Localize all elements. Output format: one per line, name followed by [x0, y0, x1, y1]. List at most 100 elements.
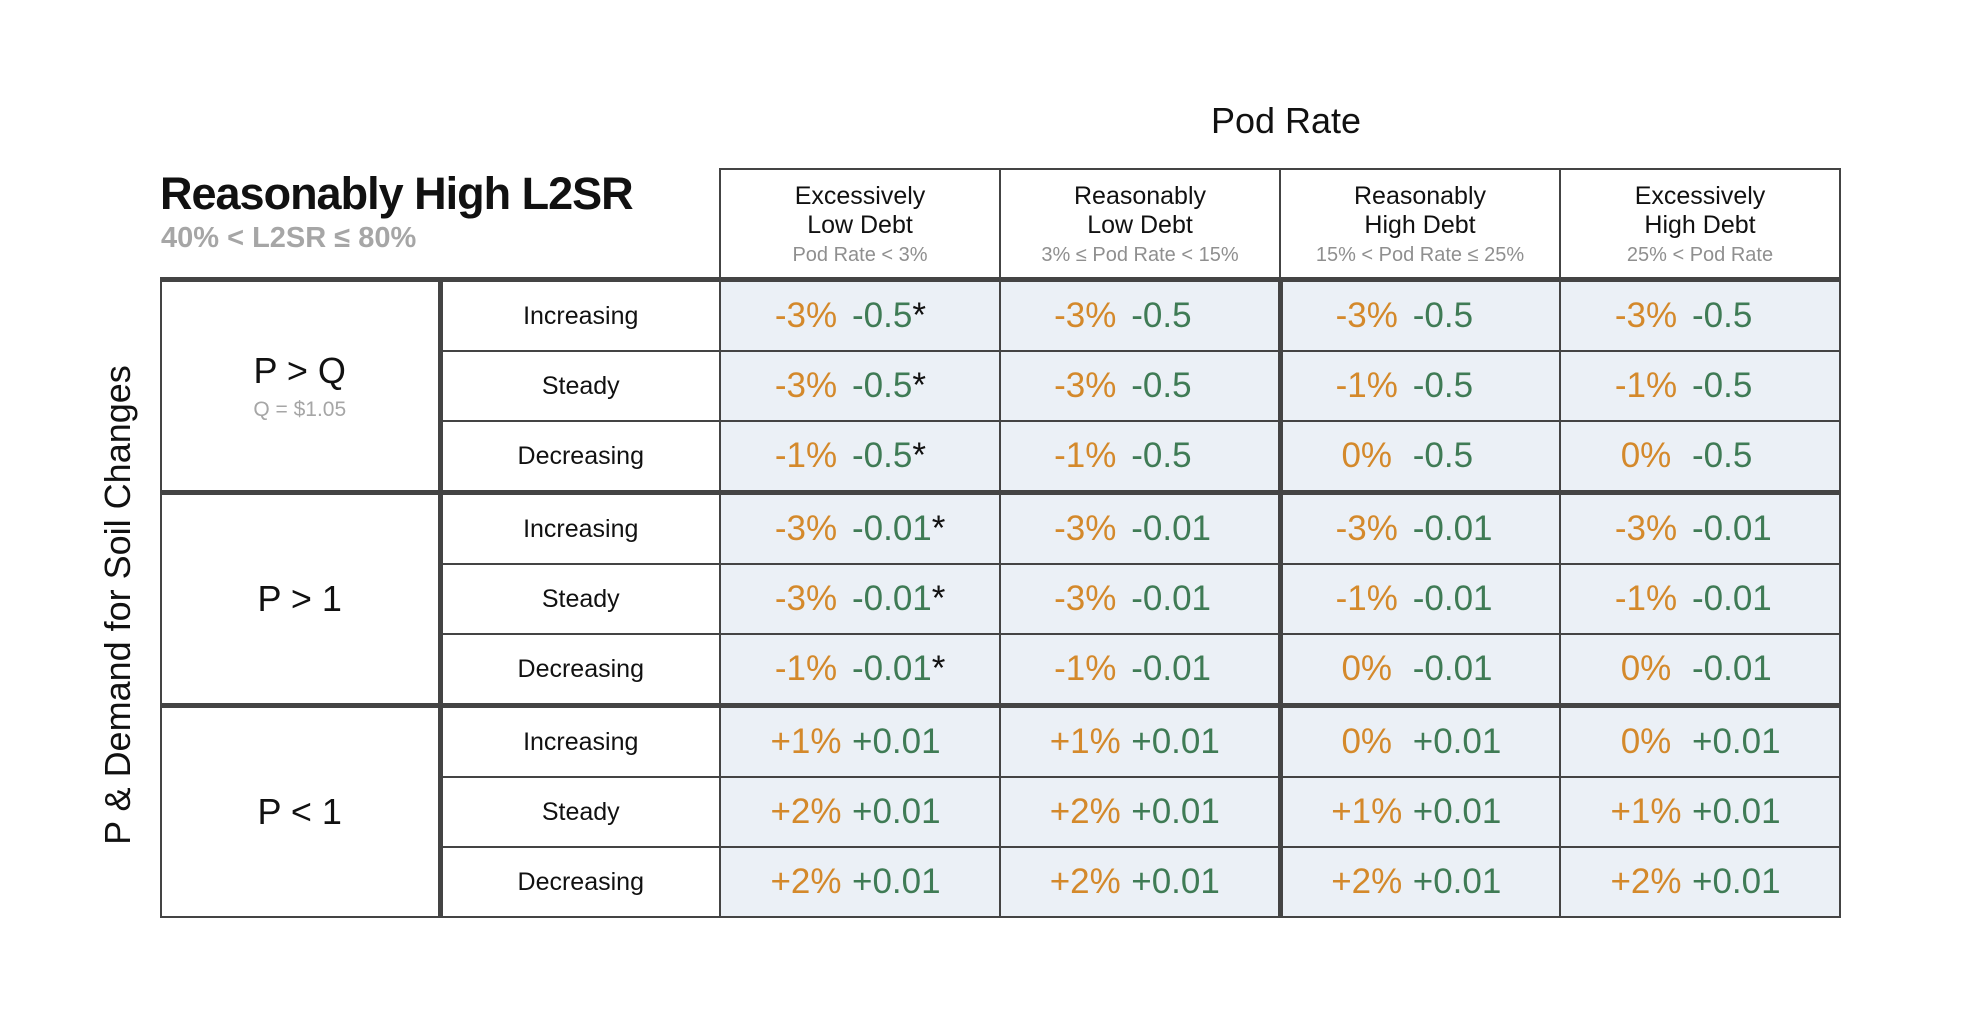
change-value-wrap: +0.01 [1131, 862, 1239, 902]
column-header-line2: High Debt [1364, 210, 1476, 239]
percent-value: -1% [1054, 436, 1117, 475]
change-value-wrap: -0.01* [852, 579, 960, 619]
change-value-wrap: +0.01 [852, 862, 960, 902]
percent-value: 0% [1620, 722, 1672, 761]
value-cell: 0% -0.01 [1277, 633, 1561, 707]
trend-label: Decreasing [439, 846, 721, 918]
group-label-cell: P > Q Q = $1.05 [160, 277, 443, 494]
column-header: Excessively Low Debt Pod Rate < 3% [719, 168, 1001, 281]
change-value: -0.01 [1412, 649, 1493, 688]
change-value-wrap: +0.01 [1413, 792, 1521, 832]
pod-rate-axis-title: Pod Rate [1210, 100, 1362, 141]
group-label-cell: P < 1 [160, 703, 443, 918]
group-label-cell: P > 1 [160, 490, 443, 707]
percent-value: 0% [1620, 649, 1672, 688]
change-value-wrap: +0.01 [1692, 722, 1800, 762]
change-value: -0.01 [852, 649, 932, 688]
percent-value: -1% [774, 436, 838, 475]
change-value: -0.5 [852, 296, 913, 335]
column-header: Reasonably High Debt 15% < Pod Rate ≤ 25… [1279, 168, 1561, 281]
percent-value: +2% [1610, 862, 1682, 901]
percent-value: +1% [1610, 792, 1682, 831]
change-value-wrap: -0.01 [1413, 649, 1521, 689]
trend-label: Steady [439, 563, 721, 635]
percent-value: -1% [1335, 579, 1398, 618]
table-row: Steady -3% -0.01* -3% -0.01 -1% -0.01 -1% -0.01 [161, 563, 1841, 635]
percent-value: +2% [770, 862, 842, 901]
percent-value: +1% [1331, 792, 1403, 831]
percent-value: -3% [1054, 579, 1117, 618]
column-header-line1: Reasonably [1353, 181, 1487, 210]
change-value-wrap: -0.5* [852, 436, 960, 476]
column-header: Excessively High Debt 25% < Pod Rate [1559, 168, 1841, 281]
value-cell: +1% +0.01 [999, 703, 1281, 778]
change-value: -0.5 [1131, 366, 1192, 405]
column-header-line2: High Debt [1644, 210, 1756, 239]
change-value-wrap: -0.5 [1692, 366, 1800, 406]
trend-label: Steady [439, 776, 721, 848]
change-value-wrap: -0.01 [1131, 509, 1239, 549]
value-cell: -3% -0.5* [719, 277, 1001, 352]
change-value: -0.5 [852, 436, 913, 475]
change-value-wrap: -0.01 [1131, 579, 1239, 619]
change-value: -0.01 [1131, 649, 1212, 688]
change-value: -0.5 [1692, 366, 1753, 405]
trend-label: Steady [439, 350, 721, 422]
value-cell: -1% -0.5* [719, 420, 1001, 494]
change-value-wrap: +0.01 [1131, 722, 1239, 762]
percent-value: 0% [1620, 436, 1672, 475]
column-header-line1: Reasonably [1073, 181, 1207, 210]
percent-value: -3% [1614, 296, 1678, 335]
change-value-wrap: -0.01 [1131, 649, 1239, 689]
column-header-range: 15% < Pod Rate ≤ 25% [1315, 243, 1525, 266]
percent-value: +1% [770, 722, 842, 761]
change-value-wrap: -0.5* [852, 366, 960, 406]
value-cell: -3% -0.01* [719, 490, 1001, 565]
percent-value: +2% [1049, 862, 1121, 901]
table-row: Steady +2% +0.01 +2% +0.01 +1% +0.01 +1% +0.01 [161, 776, 1841, 848]
column-header-row: Excessively Low Debt Pod Rate < 3% Reaso… [161, 168, 1841, 281]
column-header: Reasonably Low Debt 3% ≤ Pod Rate < 15% [999, 168, 1281, 281]
change-value: +0.01 [852, 722, 941, 761]
value-cell: 0% -0.5 [1559, 420, 1841, 494]
footnote-star: * [931, 509, 946, 548]
change-value: +0.01 [1412, 862, 1502, 901]
trend-label: Increasing [439, 490, 721, 565]
change-value: -0.5 [1412, 296, 1474, 335]
percent-value: -1% [1614, 579, 1678, 618]
change-value: -0.5 [1131, 436, 1192, 475]
column-header-line2: Low Debt [1087, 210, 1193, 239]
change-value-wrap: -0.5 [1413, 436, 1521, 476]
change-value: +0.01 [1692, 792, 1781, 831]
trend-label: Increasing [439, 703, 721, 778]
value-cell: -1% -0.01 [1277, 563, 1561, 635]
value-cell: +2% +0.01 [999, 846, 1281, 918]
column-header-range: Pod Rate < 3% [792, 243, 928, 266]
change-value: +0.01 [1131, 862, 1220, 901]
change-value-wrap: -0.01* [852, 649, 960, 689]
change-value: +0.01 [1131, 792, 1220, 831]
value-cell: -3% -0.5 [1277, 277, 1561, 352]
value-cell: +2% +0.01 [1559, 846, 1841, 918]
footnote-star: * [931, 579, 946, 618]
change-value-wrap: +0.01 [1692, 792, 1800, 832]
percent-value: -3% [1054, 366, 1117, 405]
percent-value: +2% [1331, 862, 1403, 901]
table-subtitle: 40% < L2SR ≤ 80% [161, 222, 417, 254]
value-cell: -3% -0.01 [999, 490, 1281, 565]
group-sublabel: Q = $1.05 [253, 398, 347, 421]
table-row: Decreasing -1% -0.5* -1% -0.5 0% -0.5 0% -0.5 [161, 420, 1841, 494]
value-cell: -1% -0.5 [999, 420, 1281, 494]
change-value: +0.01 [852, 792, 941, 831]
value-cell: +1% +0.01 [719, 703, 1001, 778]
value-cell: 0% +0.01 [1559, 703, 1841, 778]
change-value-wrap: +0.01 [1413, 722, 1521, 762]
percent-value: 0% [1341, 436, 1393, 475]
change-value-wrap: -0.5 [1692, 436, 1800, 476]
percent-value: -3% [774, 296, 838, 335]
value-cell: -3% -0.01 [1277, 490, 1561, 565]
percent-value: +2% [770, 792, 842, 831]
change-value: +0.01 [1692, 722, 1781, 761]
table-row: Steady -3% -0.5* -3% -0.5 -1% -0.5 -1% -0.5 [161, 350, 1841, 422]
